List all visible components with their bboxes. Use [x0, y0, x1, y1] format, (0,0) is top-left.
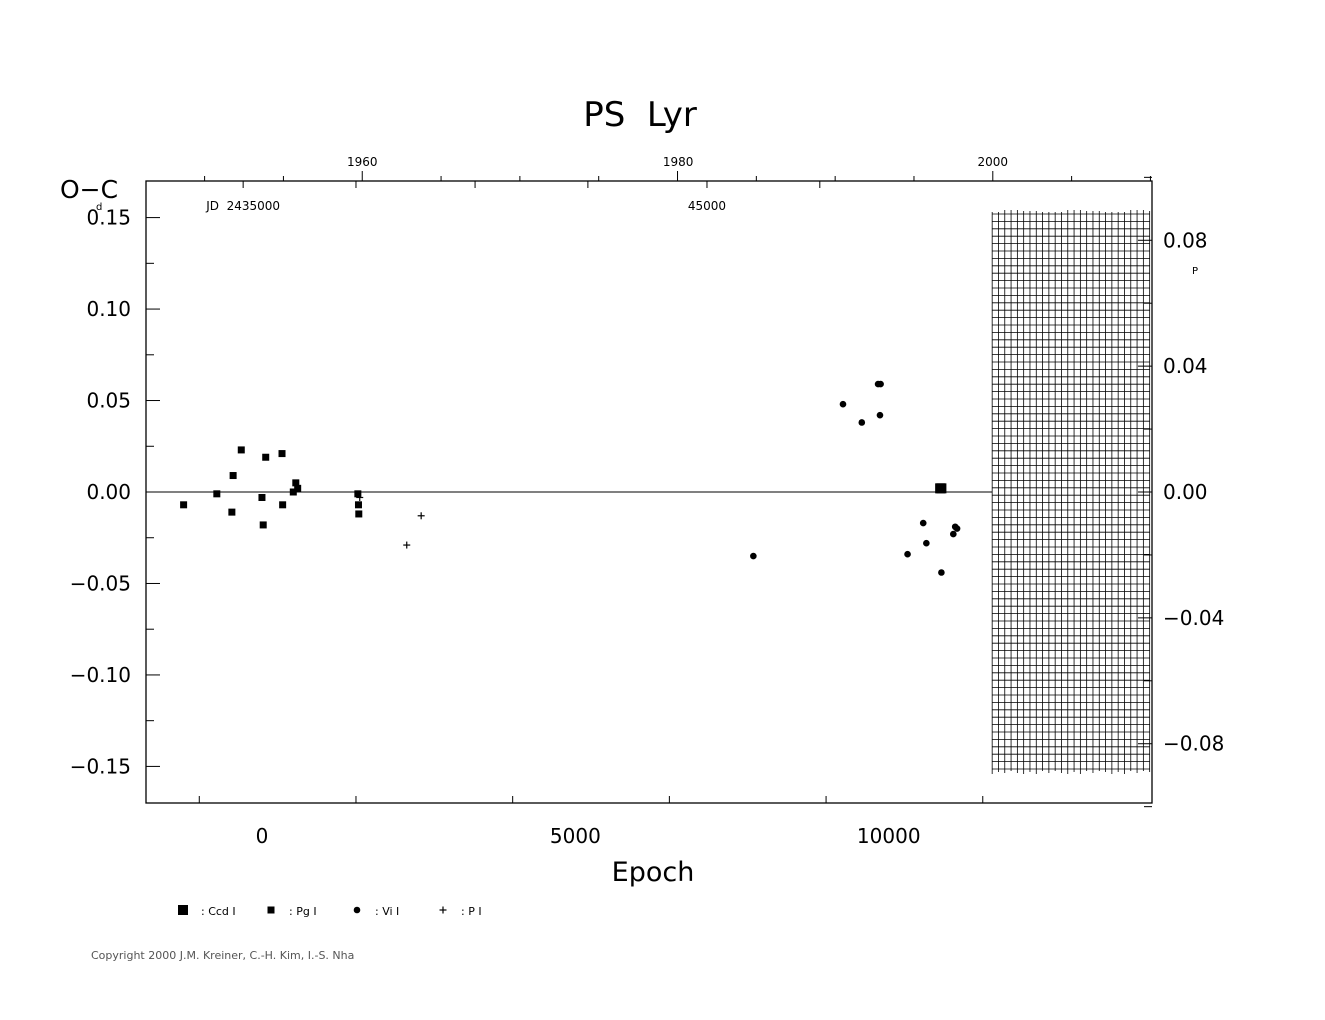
legend-marker [178, 905, 188, 915]
data-point [292, 479, 300, 487]
data-point [936, 483, 947, 494]
legend: : Ccd I : Pg I : Vi I : P I [178, 905, 482, 918]
right-tick-label: 0.00 [1163, 480, 1208, 504]
y-tick-label: 0.05 [86, 389, 131, 413]
data-point [750, 552, 757, 560]
x-axis-label: Epoch [612, 857, 695, 888]
legend-label: : Ccd I [201, 905, 236, 918]
y-axis-label: O−C [60, 175, 118, 204]
data-point [403, 541, 411, 549]
legend-marker [439, 906, 447, 914]
data-point [876, 411, 884, 419]
top-jd-label: JD 2435000 [205, 199, 280, 213]
y-tick-label: 0.10 [86, 297, 131, 321]
x-tick-label: 10000 [857, 824, 921, 848]
data-point [356, 493, 364, 501]
legend-marker [267, 906, 275, 914]
right-tick-label: −0.08 [1163, 732, 1224, 756]
legend-label: : Vi I [375, 905, 399, 918]
x-tick-label: 5000 [550, 824, 601, 848]
data-point [258, 493, 266, 501]
data-point [938, 569, 945, 576]
data-point [213, 490, 221, 498]
chart-title: PS Lyr [583, 95, 697, 135]
y-tick-label: −0.10 [70, 663, 131, 687]
data-point [950, 530, 957, 538]
data-point [279, 501, 287, 509]
legend-label: : Pg I [289, 905, 317, 918]
legend-marker [353, 906, 361, 914]
data-point [229, 472, 237, 480]
data-point [919, 519, 927, 527]
copyright-notice: Copyright 2000 J.M. Kreiner, C.-H. Kim, … [91, 949, 355, 962]
data-point [839, 400, 847, 408]
data-point [259, 521, 267, 529]
top-year-label: 1980 [663, 155, 694, 169]
data-point [278, 450, 286, 458]
data-point [262, 453, 270, 461]
plot-area: 0.15 0.10 0.05 0.00 −0.05 −0.10 −0.15 0.08 0.04 0… [70, 155, 1225, 848]
data-point [417, 512, 425, 520]
data-point [294, 484, 302, 492]
top-year-label: 1960 [347, 155, 378, 169]
y-axis-unit-left: d [96, 202, 102, 213]
right-tick-label: 0.04 [1163, 354, 1208, 378]
y-tick-label: −0.05 [70, 571, 131, 595]
y-tick-label: 0.15 [86, 206, 131, 230]
data-point [180, 501, 188, 509]
data-point [953, 525, 961, 532]
data-point [228, 508, 236, 516]
y-tick-label: 0.00 [86, 480, 131, 504]
data-point [355, 510, 363, 518]
y-axis-unit-right: P [1192, 266, 1198, 277]
data-point [354, 501, 362, 509]
data-point [923, 539, 930, 547]
data-point [858, 419, 866, 426]
future-grid [991, 210, 1151, 774]
data-point [289, 488, 297, 496]
data-point [237, 446, 245, 454]
top-jd-label: 45000 [688, 199, 726, 213]
top-year-label: 2000 [978, 155, 1009, 169]
data-point [877, 380, 884, 388]
data-point [904, 550, 911, 558]
x-tick-label: 0 [256, 824, 269, 848]
data-point [354, 490, 362, 498]
legend-label: : P I [461, 905, 482, 918]
right-tick-label: 0.08 [1163, 228, 1208, 252]
right-tick-label: −0.04 [1163, 606, 1224, 630]
y-tick-label: −0.15 [70, 754, 131, 778]
